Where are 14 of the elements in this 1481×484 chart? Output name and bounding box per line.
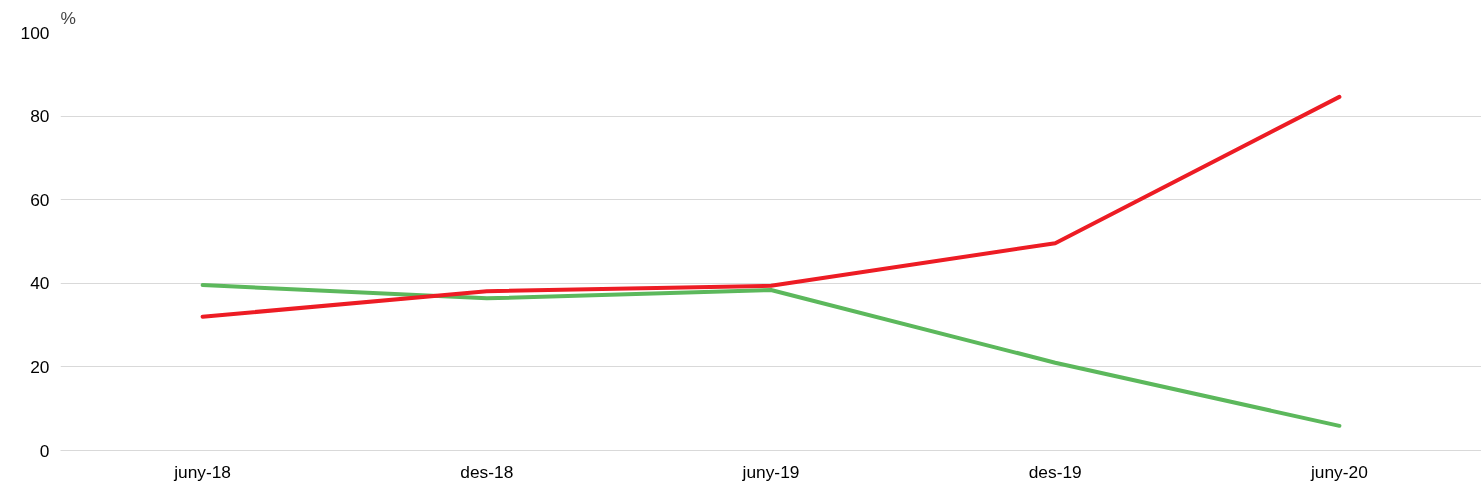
x-tick-label: des-19: [1028, 461, 1082, 482]
y-tick-label: 0: [39, 440, 50, 461]
line-series: [200, 94, 1342, 319]
y-tick-label: 80: [30, 106, 50, 127]
y-axis-title: %: [60, 7, 76, 28]
x-tick-label: juny-18: [173, 461, 232, 482]
y-tick-label: 20: [30, 356, 50, 377]
y-tick-label: 100: [20, 22, 50, 43]
line-series: [200, 282, 1342, 428]
y-tick-label: 60: [30, 189, 50, 210]
x-tick-label: juny-19: [741, 461, 800, 482]
x-tick-label: juny-20: [1309, 461, 1368, 482]
x-tick-label: des-18: [460, 461, 514, 482]
y-tick-label: 40: [30, 273, 50, 294]
